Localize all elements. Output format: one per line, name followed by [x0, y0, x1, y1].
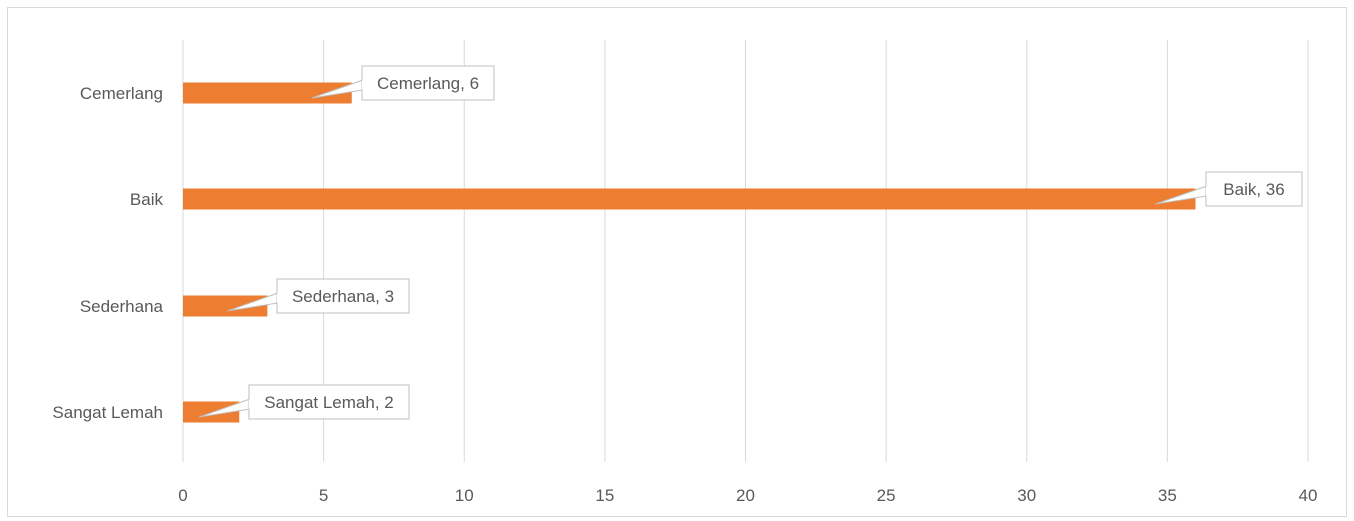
data-label-callout: Cemerlang, 6 — [311, 65, 495, 101]
data-label-callout: Sangat Lemah, 2 — [199, 384, 410, 420]
x-tick-label: 0 — [178, 486, 187, 505]
data-label: Cemerlang, 6 — [377, 74, 479, 93]
x-tick-label: 5 — [319, 486, 328, 505]
data-label-callout: Baik, 36 — [1155, 171, 1303, 207]
x-tick-label: 20 — [736, 486, 755, 505]
x-tick-label: 10 — [455, 486, 474, 505]
bar-sangat-lemah — [183, 401, 240, 423]
callout-box — [276, 278, 410, 314]
data-label: Sangat Lemah, 2 — [264, 393, 393, 412]
category-label: Sangat Lemah — [52, 403, 163, 422]
data-label-callout: Sederhana, 3 — [227, 278, 410, 314]
x-tick-label: 35 — [1158, 486, 1177, 505]
data-label: Baik, 36 — [1223, 180, 1284, 199]
x-tick-label: 30 — [1017, 486, 1036, 505]
category-label: Sederhana — [80, 297, 164, 316]
x-tick-label: 25 — [877, 486, 896, 505]
data-label: Sederhana, 3 — [292, 287, 394, 306]
callout-box — [1205, 171, 1303, 207]
bar-baik — [183, 188, 1196, 210]
bar-sederhana — [183, 295, 268, 317]
category-label: Baik — [130, 190, 164, 209]
bar-cemerlang — [183, 82, 352, 104]
category-label: Cemerlang — [80, 84, 163, 103]
x-tick-label: 40 — [1299, 486, 1318, 505]
x-tick-label: 15 — [595, 486, 614, 505]
